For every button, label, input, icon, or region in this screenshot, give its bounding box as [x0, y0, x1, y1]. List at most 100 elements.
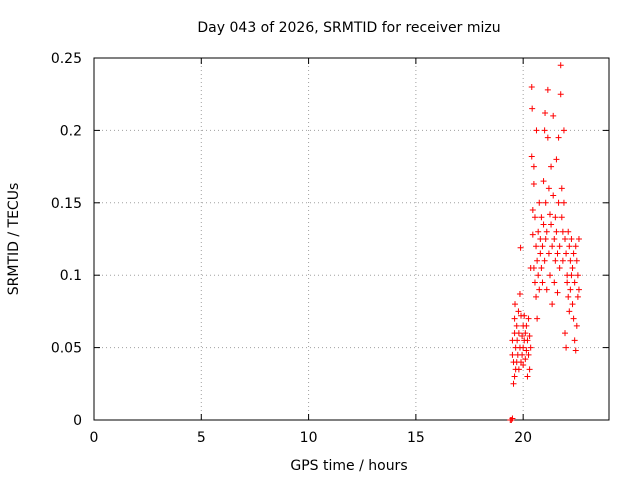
data-point	[550, 192, 557, 199]
chart-title: Day 043 of 2026, SRMTID for receiver miz…	[197, 20, 500, 36]
y-tick-label: 0	[73, 413, 82, 429]
data-point	[559, 257, 566, 264]
data-point	[509, 415, 516, 422]
data-point	[557, 91, 564, 98]
data-points	[507, 62, 582, 423]
plot-frame	[93, 57, 610, 421]
data-point	[528, 153, 535, 160]
data-point	[515, 308, 522, 315]
data-point	[548, 163, 555, 170]
data-point	[558, 214, 565, 221]
data-point	[560, 199, 567, 206]
data-point	[541, 257, 548, 264]
y-tick-label: 0.1	[60, 268, 82, 284]
data-point	[565, 293, 572, 300]
data-point	[526, 333, 533, 340]
data-point	[509, 351, 516, 358]
data-point	[539, 243, 546, 250]
data-point	[516, 291, 523, 298]
data-point	[567, 257, 574, 264]
data-point	[549, 243, 556, 250]
data-point	[563, 250, 570, 257]
data-point	[540, 178, 547, 185]
data-point	[556, 243, 563, 250]
data-point	[548, 221, 555, 228]
data-point	[530, 163, 537, 170]
data-point	[544, 134, 551, 141]
data-point	[550, 112, 557, 119]
data-point	[515, 366, 522, 373]
data-point	[533, 127, 540, 134]
data-point	[556, 264, 563, 271]
data-point	[535, 272, 542, 279]
data-point	[571, 337, 578, 344]
data-point	[535, 228, 542, 235]
data-point	[565, 228, 572, 235]
data-point	[525, 315, 532, 322]
data-point	[522, 356, 529, 363]
data-point	[524, 373, 531, 380]
data-point	[523, 347, 530, 354]
data-point	[552, 257, 559, 264]
data-point	[515, 330, 522, 337]
data-point	[562, 330, 569, 337]
data-point	[545, 250, 552, 257]
data-point	[573, 257, 580, 264]
data-point	[551, 236, 558, 242]
data-point	[533, 293, 540, 300]
data-point	[566, 308, 573, 315]
data-point	[530, 264, 537, 271]
data-point	[517, 244, 524, 251]
data-point	[557, 62, 564, 69]
tick-labels: 0 5 10 15 20 0 0.05 0.1 0.15 0.2 0.25	[51, 51, 532, 446]
data-point	[559, 228, 566, 235]
data-point	[574, 293, 581, 300]
data-point	[530, 180, 537, 187]
x-tick-label: 15	[407, 430, 425, 446]
x-tick-label: 20	[514, 430, 532, 446]
data-point	[521, 312, 528, 319]
data-point	[524, 337, 531, 344]
data-point	[512, 301, 519, 308]
data-point	[541, 127, 548, 134]
data-point	[555, 199, 562, 206]
data-point	[570, 315, 577, 322]
x-tick-label: 0	[90, 430, 99, 446]
data-point	[563, 344, 570, 351]
y-tick-label: 0.15	[51, 196, 82, 212]
data-point	[538, 214, 545, 221]
data-point	[538, 264, 545, 271]
data-point	[553, 156, 560, 163]
data-point	[531, 214, 538, 221]
data-point	[568, 272, 575, 279]
data-point	[540, 221, 547, 228]
data-point	[519, 333, 526, 340]
x-tick-label: 10	[300, 430, 318, 446]
data-point	[522, 330, 529, 337]
data-point	[570, 250, 577, 257]
data-point	[543, 286, 550, 293]
data-point	[523, 322, 530, 329]
data-point	[545, 185, 552, 192]
data-point	[536, 286, 543, 293]
data-point	[527, 344, 534, 351]
data-point	[531, 279, 538, 286]
data-point	[552, 214, 559, 221]
data-point	[511, 315, 518, 322]
data-point	[566, 243, 573, 250]
data-point	[574, 272, 581, 279]
data-point	[572, 347, 579, 354]
data-point	[575, 236, 582, 242]
data-point	[544, 86, 551, 93]
data-point	[564, 279, 571, 286]
data-point	[537, 236, 544, 242]
data-point	[542, 236, 549, 242]
data-point	[558, 185, 565, 192]
data-point	[543, 228, 550, 235]
x-axis-label: GPS time / hours	[290, 458, 407, 474]
data-point	[508, 417, 515, 423]
data-point	[519, 351, 526, 358]
data-point	[525, 351, 532, 358]
data-point	[514, 337, 521, 344]
